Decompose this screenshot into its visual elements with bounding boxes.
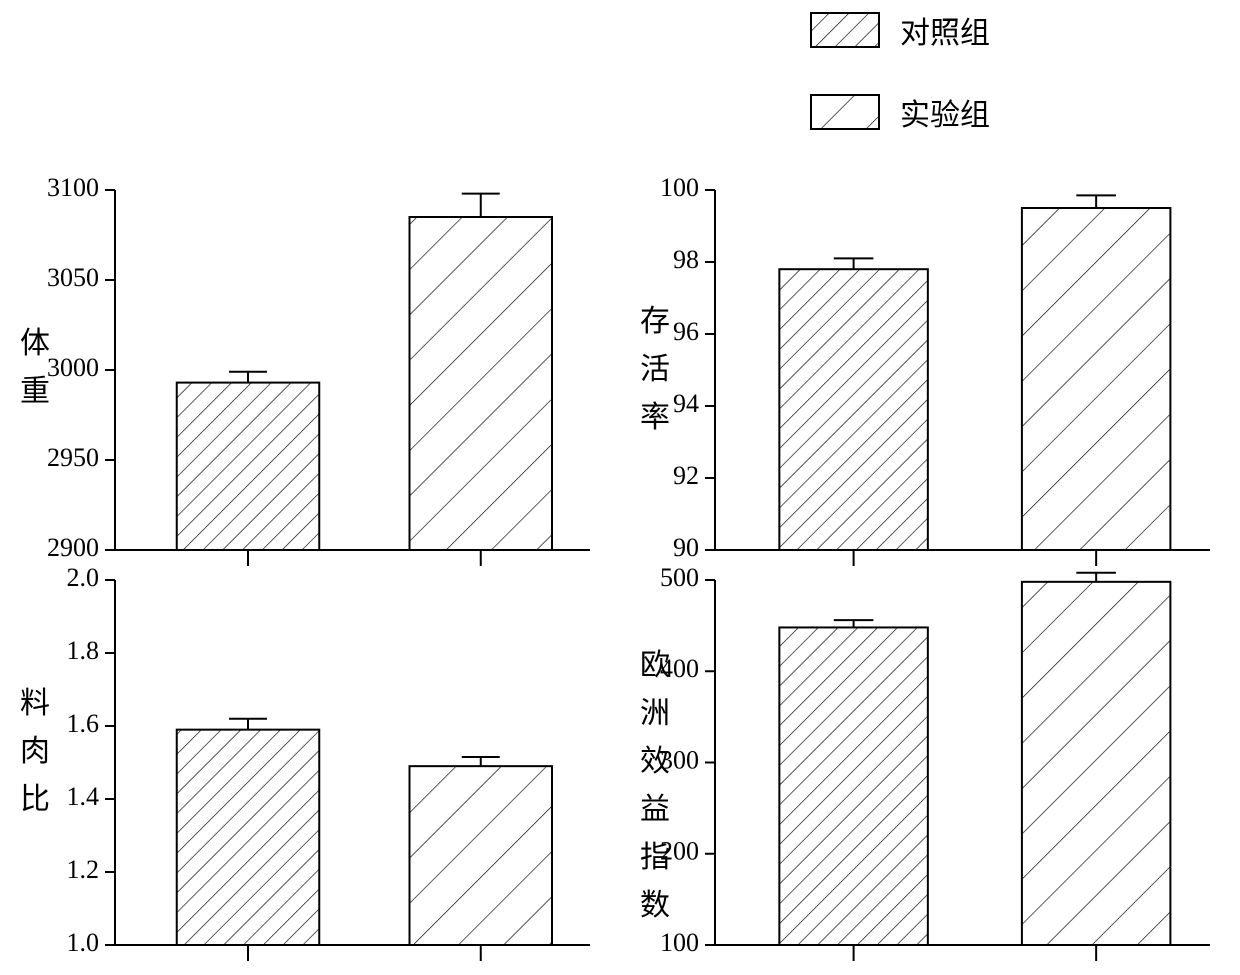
ytick-label: 2950 [47, 443, 99, 472]
legend-swatch [810, 94, 880, 130]
ytick-label: 1.0 [67, 928, 100, 957]
ytick-label: 2.0 [67, 563, 100, 592]
bar-weight-1 [410, 217, 553, 550]
panel-epi: 100200300400500 [660, 563, 1210, 961]
bar-fcr-0 [177, 730, 320, 945]
ytick-label: 3000 [47, 353, 99, 382]
ytick-label: 500 [660, 563, 699, 592]
ylabel-epi: 欧洲效益指数 [638, 642, 672, 930]
bar-fcr-1 [410, 766, 553, 945]
panel-survival: 90 92 94 96 98 100 [660, 173, 1210, 566]
ytick-label: 2900 [47, 533, 99, 562]
legend-item-0: 对照组 [810, 8, 990, 52]
panel-fcr: 1.0 1.2 1.4 1.6 1.8 2.0 [67, 563, 591, 961]
ytick-label: 98 [673, 245, 699, 274]
ytick-label: 100 [660, 928, 699, 957]
bar-survival-0 [779, 269, 928, 550]
legend-swatch [810, 12, 880, 48]
bar-survival-1 [1022, 208, 1171, 550]
ytick-label: 92 [673, 461, 699, 490]
panel-weight: 2900 2950 3000 3050 3100 [47, 173, 590, 566]
figure-svg: 2900295030003050310090929496981001.01.21… [0, 0, 1240, 975]
legend-label: 对照组 [900, 8, 990, 52]
ylabel-fcr: 料肉比 [18, 680, 52, 824]
figure-canvas: 2900295030003050310090929496981001.01.21… [0, 0, 1240, 975]
legend-label: 实验组 [900, 90, 990, 134]
ylabel-survival: 存活率 [638, 298, 672, 442]
ytick-label: 94 [673, 389, 699, 418]
legend-item-1: 实验组 [810, 90, 990, 134]
ytick-label: 1.2 [67, 855, 100, 884]
ylabel-weight: 体重 [18, 320, 52, 416]
bar-epi-0 [779, 627, 928, 945]
ytick-label: 96 [673, 317, 699, 346]
bar-epi-1 [1022, 582, 1171, 945]
ytick-label: 90 [673, 533, 699, 562]
ytick-label: 1.8 [67, 636, 100, 665]
ytick-label: 100 [660, 173, 699, 202]
bar-weight-0 [177, 383, 320, 550]
ytick-label: 1.6 [67, 709, 100, 738]
ytick-label: 3100 [47, 173, 99, 202]
ytick-label: 3050 [47, 263, 99, 292]
ytick-label: 1.4 [67, 782, 100, 811]
